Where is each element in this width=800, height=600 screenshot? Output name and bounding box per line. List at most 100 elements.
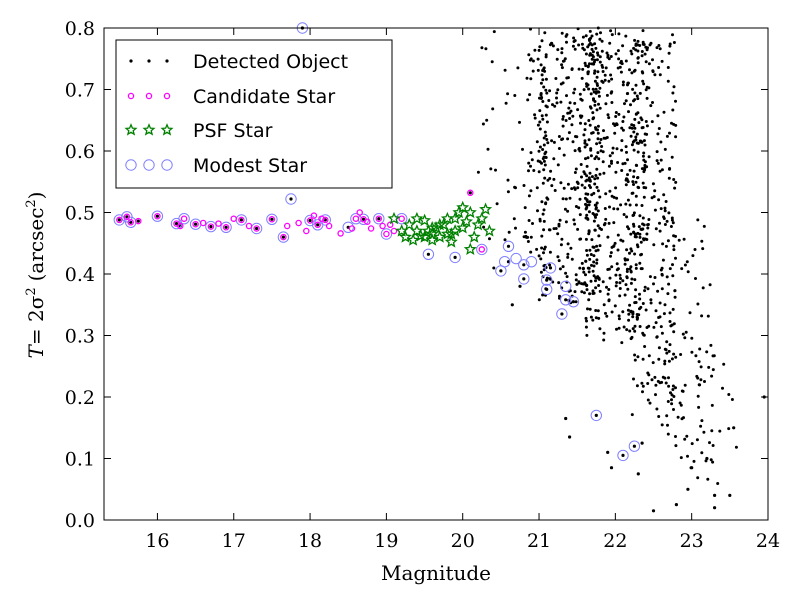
detected-object-point bbox=[627, 110, 630, 114]
detected-object-point bbox=[587, 138, 591, 142]
candidate-star-point bbox=[383, 230, 390, 238]
detected-object-point bbox=[545, 120, 549, 124]
detected-object-point bbox=[506, 190, 510, 194]
detected-object-point bbox=[636, 472, 640, 476]
detected-object-point bbox=[572, 218, 576, 222]
detected-object-point bbox=[606, 55, 610, 59]
detected-object-point bbox=[553, 189, 557, 192]
detected-object-point bbox=[606, 268, 610, 271]
candidate-star-point bbox=[295, 219, 302, 227]
detected-object-point bbox=[538, 127, 542, 131]
detected-object-point bbox=[636, 245, 640, 249]
detected-object-point bbox=[631, 87, 635, 91]
detected-object-point bbox=[630, 143, 634, 147]
detected-object-point bbox=[620, 62, 624, 66]
detected-object-point bbox=[617, 32, 621, 36]
modest-star-point bbox=[151, 210, 164, 222]
detected-object-point bbox=[588, 248, 592, 252]
detected-object-point bbox=[711, 460, 715, 464]
legend-marker-psf bbox=[160, 123, 174, 136]
modest-star-point bbox=[628, 440, 641, 452]
detected-object-point bbox=[641, 42, 645, 46]
detected-object-point bbox=[587, 176, 591, 180]
detected-object-point bbox=[568, 101, 572, 105]
detected-object-point bbox=[595, 82, 599, 86]
detected-object-point bbox=[494, 168, 497, 172]
psf-star-point bbox=[463, 242, 477, 255]
y-axis-label-unit-exp: 2 bbox=[24, 199, 39, 207]
detected-object-point bbox=[666, 79, 670, 83]
detected-object-point bbox=[708, 441, 711, 445]
detected-object-point bbox=[682, 237, 686, 241]
detected-object-point bbox=[590, 238, 594, 242]
detected-object-point bbox=[614, 52, 618, 56]
detected-object-point bbox=[634, 232, 637, 236]
detected-object-point bbox=[703, 380, 706, 383]
detected-object-point bbox=[604, 192, 608, 196]
detected-object-point bbox=[561, 137, 565, 141]
detected-object-point bbox=[595, 261, 599, 265]
y-tick-label: 0.5 bbox=[65, 203, 95, 225]
detected-object-point bbox=[622, 115, 626, 119]
detected-object-point bbox=[584, 216, 588, 220]
detected-object-point bbox=[632, 139, 636, 143]
detected-object-point bbox=[667, 282, 671, 286]
detected-object-point bbox=[488, 237, 491, 241]
detected-object-point bbox=[593, 182, 597, 186]
detected-object-point bbox=[641, 216, 645, 220]
detected-object-point bbox=[672, 322, 676, 326]
psf-star-point bbox=[475, 211, 489, 225]
detected-object-point bbox=[674, 256, 677, 260]
detected-object-point bbox=[522, 235, 526, 239]
detected-object-point bbox=[621, 310, 625, 314]
detected-object-point bbox=[634, 288, 638, 292]
detected-object-point bbox=[671, 221, 675, 225]
detected-object-point bbox=[540, 114, 544, 118]
detected-object-point bbox=[543, 176, 547, 180]
detected-object-point bbox=[616, 233, 620, 237]
detected-object-point bbox=[596, 124, 600, 128]
detected-object-point bbox=[663, 303, 667, 307]
candidate-star-point bbox=[322, 216, 329, 224]
detected-object-point bbox=[658, 301, 662, 305]
detected-object-point bbox=[713, 493, 717, 497]
detected-object-point bbox=[361, 217, 366, 221]
detected-object-point bbox=[545, 91, 549, 95]
detected-object-point bbox=[690, 442, 694, 446]
detected-object-point bbox=[641, 154, 645, 158]
detected-object-point bbox=[647, 218, 651, 221]
detected-object-point bbox=[551, 44, 555, 48]
detected-object-point bbox=[699, 378, 703, 382]
detected-object-point bbox=[674, 444, 678, 448]
detected-object-point bbox=[679, 403, 683, 407]
detected-object-point bbox=[577, 43, 581, 47]
detected-object-point bbox=[634, 83, 638, 87]
detected-object-point bbox=[623, 293, 627, 297]
detected-object-point bbox=[641, 227, 644, 231]
detected-object-point bbox=[586, 266, 590, 270]
detected-object-point bbox=[634, 235, 638, 239]
modest-star-point bbox=[590, 409, 602, 422]
detected-object-point bbox=[617, 317, 621, 321]
detected-object-point bbox=[594, 207, 598, 211]
detected-object-point bbox=[696, 218, 700, 222]
legend-label-candidate: Candidate Star bbox=[193, 86, 335, 108]
detected-object-point bbox=[577, 147, 581, 151]
detected-object-point bbox=[555, 57, 559, 61]
detected-object-point bbox=[600, 49, 604, 53]
detected-object-point bbox=[670, 393, 674, 397]
detected-object-point bbox=[580, 42, 584, 46]
detected-object-point bbox=[377, 217, 381, 221]
detected-object-point bbox=[588, 307, 592, 311]
detected-object-point bbox=[584, 34, 588, 38]
detected-object-point bbox=[645, 48, 649, 52]
detected-object-point bbox=[653, 73, 657, 77]
detected-object-point bbox=[538, 109, 542, 113]
detected-object-point bbox=[666, 239, 670, 243]
detected-object-point bbox=[316, 223, 320, 227]
detected-object-point bbox=[596, 51, 599, 55]
detected-object-point bbox=[626, 173, 629, 177]
detected-object-point bbox=[671, 307, 675, 311]
detected-object-point bbox=[636, 56, 640, 60]
detected-object-point bbox=[584, 64, 588, 68]
